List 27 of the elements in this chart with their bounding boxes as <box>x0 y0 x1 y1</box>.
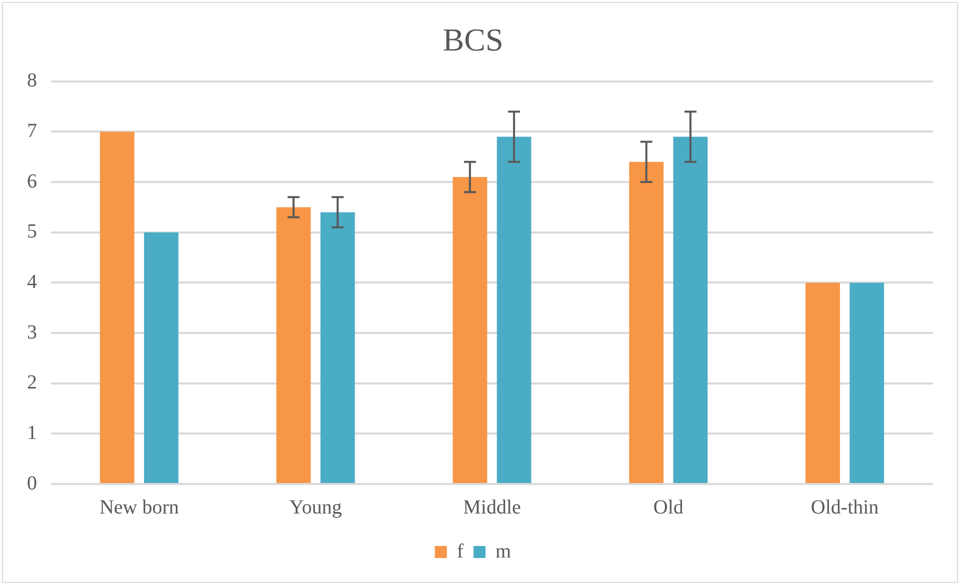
y-tick-label: 0 <box>27 472 37 494</box>
x-tick-label: Old-thin <box>810 496 879 518</box>
bar <box>452 177 488 483</box>
x-tick-label: Old <box>653 496 684 518</box>
bar <box>144 232 178 483</box>
bar <box>320 212 355 483</box>
bar <box>276 207 311 483</box>
x-tick-label: Middle <box>463 496 522 518</box>
y-tick-label: 2 <box>27 372 37 394</box>
legend-label: f <box>456 540 464 562</box>
bar <box>673 136 708 483</box>
bar <box>496 136 532 483</box>
y-tick-label: 8 <box>27 70 37 92</box>
y-tick-label: 3 <box>27 321 37 344</box>
y-tick-label: 1 <box>27 422 37 444</box>
bar <box>806 282 840 483</box>
bar <box>629 162 664 483</box>
y-tick-label: 4 <box>27 270 37 293</box>
bar <box>850 282 884 483</box>
y-tick-label: 6 <box>27 170 37 192</box>
x-tick-label: New born <box>99 496 179 518</box>
chart-title: BCS <box>442 22 504 58</box>
bar <box>100 132 134 483</box>
x-tick-label: Young <box>289 496 342 518</box>
y-tick-label: 5 <box>27 220 37 243</box>
legend-label: m <box>496 540 512 562</box>
y-tick-label: 7 <box>27 120 37 142</box>
